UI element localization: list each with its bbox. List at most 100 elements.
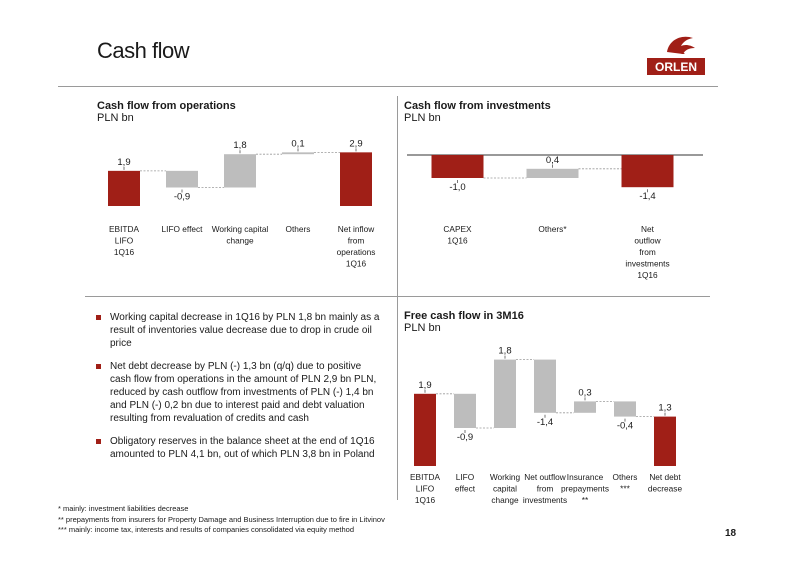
category-label: 1Q16 [415,495,436,505]
category-label: change [226,236,254,246]
ops-title: Cash flow from operations [97,100,236,112]
category-label: prepayments [561,484,609,494]
waterfall-bar [574,401,596,413]
bullet-square-icon [96,315,101,320]
category-label: LIFO [416,484,435,494]
waterfall-bar [282,152,314,155]
category-label: change [491,495,519,505]
data-label: 0,3 [578,387,591,398]
category-label: EBITDA [410,472,440,482]
fcf-chart-svg: 1,9EBITDALIFO1Q16-0,9LIFOeffect1,8Workin… [410,346,683,505]
waterfall-bar [414,393,436,466]
category-label: LIFO [115,236,134,246]
category-label: investments [625,259,669,269]
category-label: capital [493,484,517,494]
waterfall-bar [108,170,140,206]
bullet-square-icon [96,364,101,370]
category-label: ** [582,495,589,505]
orlen-logo: ORLEN [645,30,707,78]
data-label: 1,8 [233,140,246,151]
category-label: decrease [648,484,683,494]
waterfall-bar [526,168,579,178]
bullet-text: Working capital decrease in 1Q16 by PLN … [110,312,380,349]
ops-unit: PLN bn [97,112,134,124]
category-label: Working capital [212,224,269,234]
bullet-text: Obligatory reserves in the balance sheet… [110,436,375,461]
waterfall-bar [166,170,198,188]
data-label: 1,9 [418,380,431,391]
fcf-title: Free cash flow in 3M16 [404,310,524,322]
inv-unit: PLN bn [404,112,441,124]
ops-section-header: Cash flow from operations PLN bn [97,100,236,124]
inv-title: Cash flow from investments [404,100,551,112]
bullet-item: Obligatory reserves in the balance sheet… [96,436,384,462]
data-label: -1,4 [537,417,553,428]
waterfall-bar [614,401,636,417]
data-label: -1,4 [639,191,655,202]
waterfall-bar [621,155,674,188]
category-label: EBITDA [109,224,139,234]
category-label: from [537,484,554,494]
category-label: LIFO [456,472,475,482]
bullet-item: Net debt decrease by PLN (-) 1,3 bn (q/q… [96,361,384,425]
category-label: Net [641,224,655,234]
category-label: from [348,236,365,246]
bullet-text: Net debt decrease by PLN (-) 1,3 bn (q/q… [110,361,377,424]
footnote: ** prepayments from insurers for Propert… [58,514,385,524]
footnote: * mainly: investment liabilities decreas… [58,504,189,513]
category-label: Others* [538,224,567,234]
data-label: -0,9 [174,192,190,203]
data-label: 2,9 [349,138,362,149]
category-label: effect [455,484,476,494]
orlen-eagle-icon: ORLEN [647,36,705,75]
fcf-section-header: Free cash flow in 3M16 PLN bn [404,310,524,334]
category-label: Net debt [649,472,681,482]
data-label: 1,3 [658,403,671,414]
category-label: 1Q16 [114,247,135,257]
inv-chart-svg: -1,0 CAPEX 1Q16 0,4 Others* -1,4 Net outflowfro… [407,154,703,280]
vertical-divider [397,96,398,500]
category-label: LIFO effect [162,224,204,234]
data-label: -0,4 [617,421,633,432]
inv-section-header: Cash flow from investments PLN bn [404,100,551,124]
fcf-waterfall-chart: 1,9 EBITDA LIFO 1Q16 -0,9 LIFO effect 1,8 Workin… [405,338,705,510]
category-label: outflow [634,236,661,246]
category-label: Net outflow [524,472,567,482]
data-label: 1,9 [117,157,130,168]
data-label: 0,4 [546,155,559,166]
category-label: 1Q16 [637,270,658,280]
data-label: 1,8 [498,346,511,357]
bullet-item: Working capital decrease in 1Q16 by PLN … [96,312,384,350]
fcf-unit: PLN bn [404,322,441,334]
top-divider [58,86,718,87]
ops-waterfall-chart: 1,9 EBITDA LIFO 1Q16 -0,9 LIFO effect 1,8 Worki… [95,138,395,288]
waterfall-bar [654,416,676,466]
waterfall-bar [494,359,516,428]
category-label: *** [620,484,630,494]
waterfall-bar [224,154,256,188]
category-label: Net inflow [338,224,375,234]
category-label: 1Q16 [346,259,367,269]
bullet-square-icon [96,439,101,445]
data-label: -1,0 [449,182,465,193]
commentary: Working capital decrease in 1Q16 by PLN … [96,312,384,473]
category-label: operations [337,247,376,257]
category-label: investments [523,495,567,505]
inv-waterfall-chart: -1,0 CAPEX 1Q16 0,4 Others* -1,4 Net outflow fro… [405,150,705,290]
footnote: *** mainly: income tax, interests and re… [58,525,354,534]
horizontal-divider [85,296,710,297]
waterfall-bar [454,393,476,428]
category-label: Insurance [567,472,604,482]
logo-text: ORLEN [655,60,697,74]
category-label: Working [490,472,521,482]
page-title: Cash flow [97,38,190,63]
category-label: Others [613,472,638,482]
waterfall-bar [431,155,484,178]
category-label: from [639,247,656,257]
waterfall-bar [340,152,372,206]
footnotes: * mainly: investment liabilities decreas… [58,504,403,536]
category-label: Others [286,224,311,234]
page-number: 18 [725,528,737,539]
data-label: -0,9 [457,432,473,443]
